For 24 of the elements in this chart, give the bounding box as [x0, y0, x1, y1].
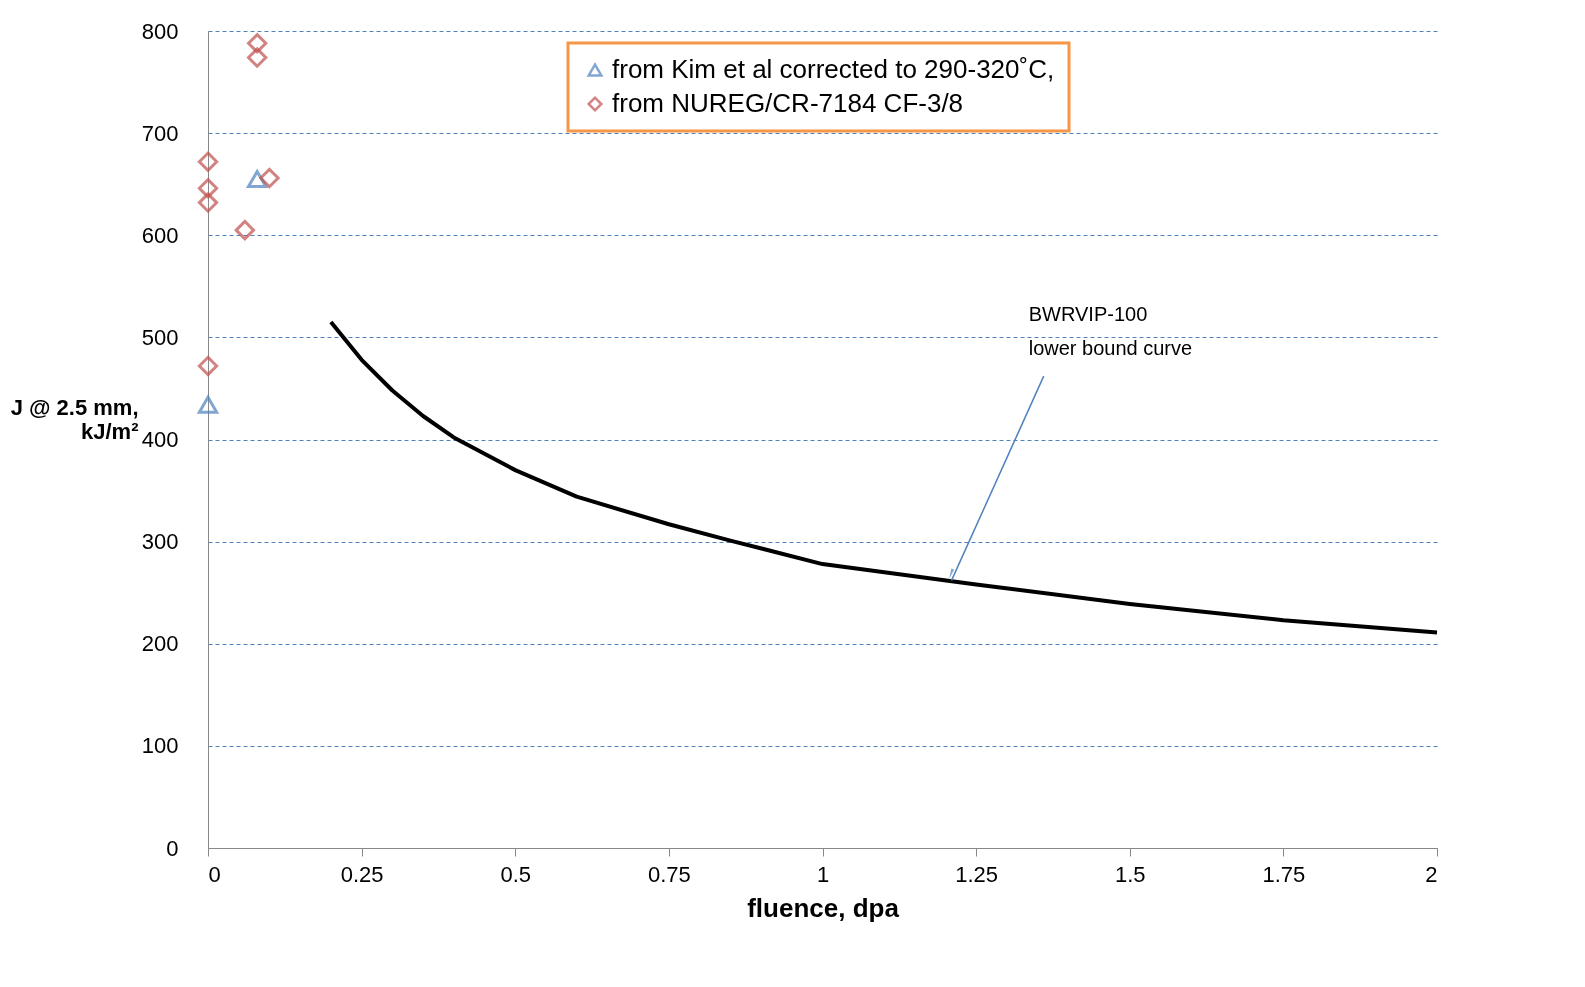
- x-tick-label: 1: [816, 861, 830, 887]
- x-tick-label: 0: [208, 861, 221, 887]
- x-tick-label: 0.25: [340, 861, 384, 887]
- x-tick-label: 1.75: [1262, 861, 1306, 887]
- y-tick-label: 100: [141, 733, 179, 759]
- x-tick-label: 2: [1425, 861, 1438, 887]
- legend-label: from Kim et al corrected to 290-320˚C,: [612, 54, 1055, 84]
- y-tick-label: 800: [141, 18, 179, 44]
- y-tick-label: 400: [141, 427, 179, 452]
- y-tick-label: 200: [141, 631, 179, 657]
- y-axis-title: J @ 2.5 mm, kJ/m²: [10, 395, 139, 444]
- y-tick-label: 600: [141, 222, 179, 248]
- y-tick-label: 700: [141, 120, 179, 146]
- annotation: BWRVIP-100 lower bound curve: [1028, 303, 1193, 360]
- x-tick-label: 1.5: [1114, 861, 1146, 887]
- x-tick-label: 0.5: [500, 861, 532, 887]
- y-tick-label: 0: [166, 835, 179, 861]
- line-series: [328, 320, 1439, 635]
- x-tick-label: 1.25: [955, 861, 999, 887]
- legend-label: from NUREG/CR-7184 CF-3/8: [612, 88, 964, 118]
- y-tick-label: 300: [141, 529, 179, 555]
- y-tick-label: 500: [141, 324, 179, 350]
- x-tick-label: 0.75: [647, 861, 691, 887]
- x-axis-title: fluence, dpa: [747, 892, 900, 923]
